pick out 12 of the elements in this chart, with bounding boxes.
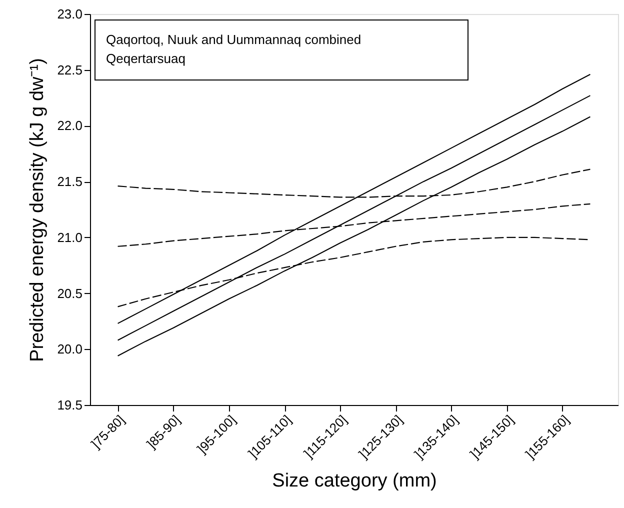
y-tick-label: 20.5 — [57, 286, 82, 301]
y-tick-label: 21.0 — [57, 230, 82, 245]
y-tick-label: 22.0 — [57, 118, 82, 134]
y-tick-label: 23.0 — [57, 6, 82, 22]
annotation: Qaqortoq, Nuuk and Uummannaq combined — [106, 32, 362, 47]
y-axis-title: Predicted energy density (kJ g dw⁻¹) — [27, 58, 48, 362]
y-tick-label: 20.0 — [57, 342, 82, 357]
y-tick-label: 19.5 — [57, 398, 82, 412]
x-axis-title: Size category (mm) — [272, 470, 437, 492]
y-tick-label: 21.5 — [57, 174, 82, 190]
y-tick-label: 22.5 — [57, 62, 82, 78]
annotation: Qeqertarsuaq — [106, 51, 186, 66]
